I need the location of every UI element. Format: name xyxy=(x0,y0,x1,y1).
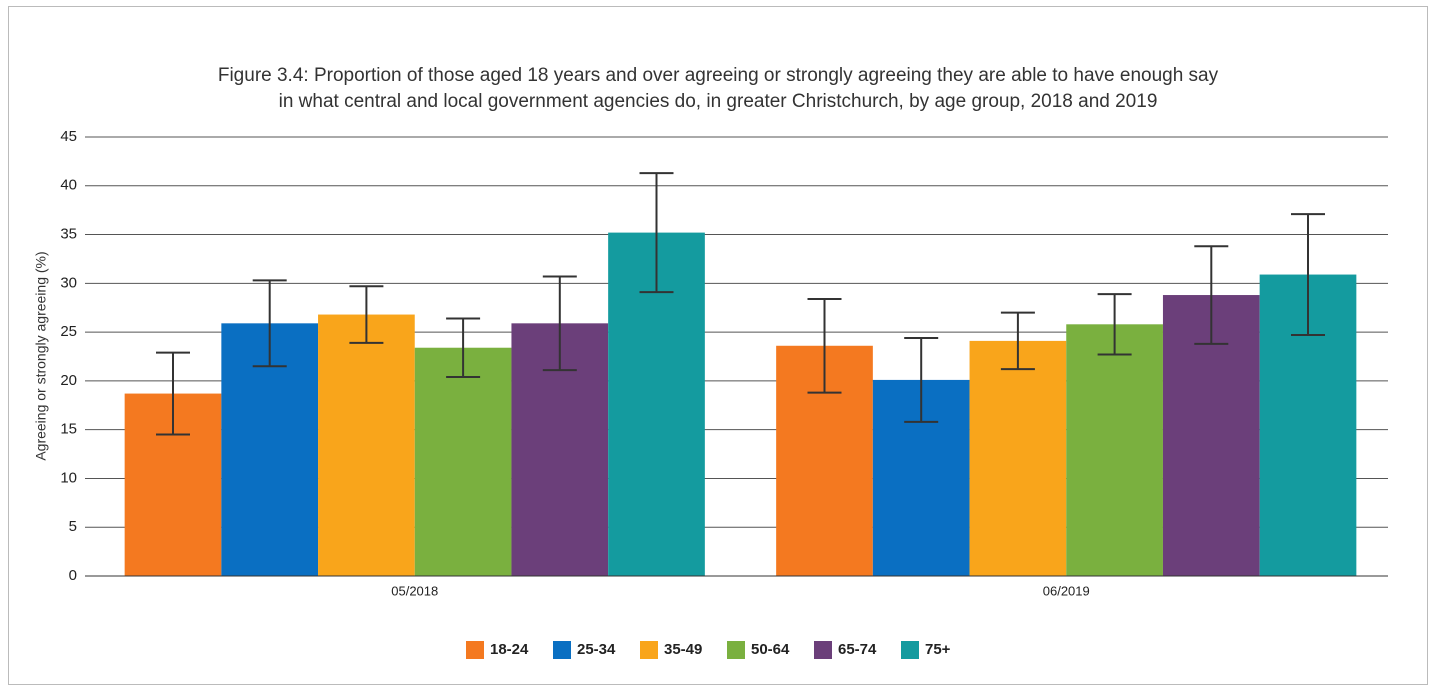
legend-label: 25-34 xyxy=(577,641,616,658)
error-bar xyxy=(1097,293,1132,356)
error-bar xyxy=(349,285,384,344)
error-bar xyxy=(542,275,577,372)
legend-swatch xyxy=(901,641,919,659)
chart-title: in what central and local government age… xyxy=(279,91,1158,112)
error-bar xyxy=(1000,311,1035,371)
y-tick-label: 40 xyxy=(60,177,77,194)
bar xyxy=(969,340,1067,576)
error-bar xyxy=(639,172,674,294)
y-tick-label: 10 xyxy=(60,469,77,486)
chart-title: Figure 3.4: Proportion of those aged 18 … xyxy=(218,65,1219,86)
x-tick-label: 06/2019 xyxy=(1043,583,1090,598)
legend-label: 18-24 xyxy=(490,641,529,658)
legend-swatch xyxy=(640,641,658,659)
legend-label: 65-74 xyxy=(838,641,877,658)
error-bar xyxy=(904,336,939,423)
y-tick-label: 5 xyxy=(69,518,77,535)
error-bar xyxy=(252,279,287,368)
y-axis-label: Agreeing or strongly agreeing (%) xyxy=(33,251,49,460)
legend-swatch xyxy=(466,641,484,659)
error-bar xyxy=(1194,245,1229,345)
y-tick-label: 45 xyxy=(60,128,77,145)
bar xyxy=(414,347,512,576)
error-bar xyxy=(1291,213,1325,337)
x-tick-label: 05/2018 xyxy=(391,583,438,598)
legend-swatch xyxy=(814,641,832,659)
bar xyxy=(1066,324,1163,576)
bar xyxy=(318,314,415,576)
y-tick-label: 20 xyxy=(60,372,77,389)
legend-swatch xyxy=(727,641,745,659)
y-tick-label: 30 xyxy=(60,274,77,291)
error-bar xyxy=(807,297,842,394)
legend-label: 35-49 xyxy=(664,641,702,658)
y-tick-label: 25 xyxy=(60,323,77,340)
error-bar xyxy=(156,351,190,436)
legend-swatch xyxy=(553,641,571,659)
y-tick-label: 35 xyxy=(60,226,77,243)
legend-label: 50-64 xyxy=(751,641,790,658)
y-tick-label: 0 xyxy=(69,567,77,584)
error-bar xyxy=(446,317,481,378)
legend-label: 75+ xyxy=(925,641,951,658)
y-tick-label: 15 xyxy=(60,421,77,438)
